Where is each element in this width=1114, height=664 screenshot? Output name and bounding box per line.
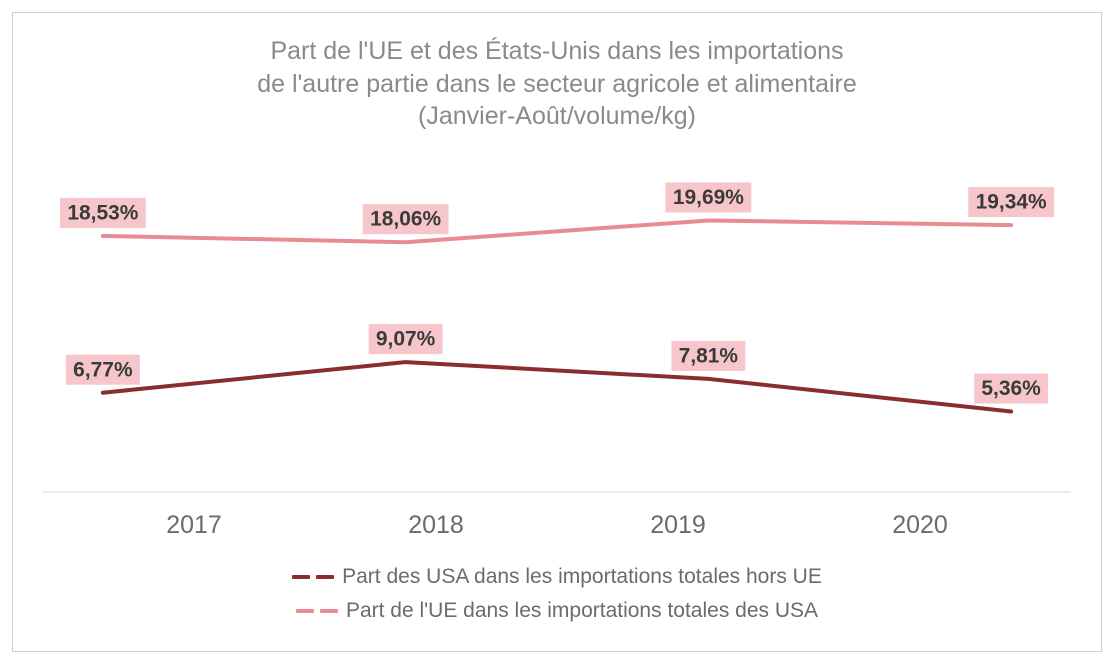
- data-label-text: 6,77%: [73, 358, 133, 381]
- data-label: 19,69%: [665, 182, 751, 212]
- data-label-text: 9,07%: [376, 327, 436, 350]
- legend-label: Part de l'UE dans les importations total…: [346, 599, 818, 623]
- legend-item-usa_in_ue: Part des USA dans les importations total…: [292, 565, 822, 589]
- data-label: 18,53%: [60, 197, 146, 227]
- chart-svg: 18,53% 18,06% 19,69% 19,34% 6,77% 9,07% 7,81% 5…: [43, 153, 1071, 493]
- data-label: 7,81%: [671, 340, 745, 370]
- x-tick: 2020: [799, 511, 1041, 540]
- data-label-text: 5,36%: [981, 377, 1041, 400]
- legend-dash-icon: [296, 609, 338, 613]
- legend-label: Part des USA dans les importations total…: [342, 565, 822, 589]
- chart-title-line2: de l'autre partie dans le secteur agrico…: [257, 70, 857, 98]
- series-line-ue_in_usa: [103, 220, 1011, 242]
- plot-area: 18,53% 18,06% 19,69% 19,34% 6,77% 9,07% 7,81% 5…: [43, 153, 1071, 493]
- x-tick: 2019: [557, 511, 799, 540]
- data-label-text: 19,34%: [976, 190, 1047, 213]
- data-label: 6,77%: [66, 354, 140, 384]
- series-line-usa_in_ue: [103, 362, 1011, 411]
- data-label: 18,06%: [363, 204, 449, 234]
- chart-title-line1: Part de l'UE et des États-Unis dans les …: [270, 37, 843, 65]
- data-label-text: 18,53%: [67, 201, 138, 224]
- legend-dash-icon: [292, 575, 334, 579]
- chart-title-line3: (Janvier-Août/volume/kg): [418, 102, 696, 130]
- data-label: 9,07%: [369, 324, 443, 354]
- x-tick: 2018: [315, 511, 557, 540]
- data-label-text: 7,81%: [679, 344, 739, 367]
- x-tick: 2017: [73, 511, 315, 540]
- data-label: 5,36%: [974, 373, 1048, 403]
- chart-container: Part de l'UE et des États-Unis dans les …: [12, 12, 1102, 652]
- chart-title: Part de l'UE et des États-Unis dans les …: [43, 35, 1071, 133]
- data-label-text: 19,69%: [673, 186, 744, 209]
- data-label: 19,34%: [968, 187, 1054, 217]
- legend: Part des USA dans les importations total…: [43, 565, 1071, 623]
- legend-item-ue_in_usa: Part de l'UE dans les importations total…: [296, 599, 818, 623]
- x-axis: 2017201820192020: [43, 493, 1071, 540]
- data-label-text: 18,06%: [370, 207, 441, 230]
